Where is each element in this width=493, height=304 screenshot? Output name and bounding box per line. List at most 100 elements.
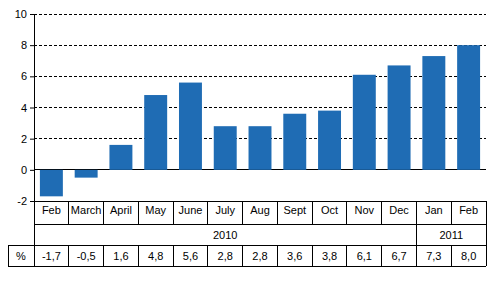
bar — [283, 114, 306, 170]
y-tick: 6 — [21, 70, 34, 82]
x-tick-label: Oct — [321, 204, 338, 216]
table-rule — [207, 201, 208, 224]
table-rule — [8, 245, 486, 246]
x-tick: Sept — [283, 204, 306, 216]
grid-line — [34, 201, 486, 202]
table-rule — [242, 245, 243, 266]
x-tick-label: March — [71, 204, 102, 216]
bar — [422, 56, 445, 170]
table-rule — [451, 245, 452, 266]
table-rule — [138, 245, 139, 266]
y-tick-label: 10 — [15, 8, 27, 20]
y-tick-label: 2 — [21, 133, 27, 145]
table-rule — [207, 245, 208, 266]
data-label: 2,8 — [252, 250, 267, 262]
y-tick-mark — [30, 170, 34, 171]
x-tick-label: Nov — [355, 204, 375, 216]
table-rule — [416, 224, 417, 245]
y-tick: -2 — [17, 195, 34, 207]
table-rule — [416, 245, 417, 266]
x-tick: Nov — [355, 204, 375, 216]
table-rule — [34, 201, 35, 224]
data-label: 2,8 — [218, 250, 233, 262]
y-tick: 0 — [21, 164, 34, 176]
table-rule — [173, 201, 174, 224]
grid-line — [34, 107, 486, 108]
x-tick-label: Jan — [425, 204, 443, 216]
x-tick: July — [215, 204, 235, 216]
group-labels: 20102011 — [213, 229, 463, 241]
grid — [34, 14, 486, 201]
bar — [388, 65, 411, 169]
y-tick: 8 — [21, 39, 34, 51]
x-tick-label: April — [110, 204, 132, 216]
table-rule — [103, 201, 104, 224]
x-tick-label: May — [145, 204, 166, 216]
y-tick-label: 4 — [21, 102, 27, 114]
x-tick: May — [145, 204, 166, 216]
table-rule — [486, 201, 487, 224]
table-rule — [68, 201, 69, 224]
y-tick: 10 — [15, 8, 34, 20]
y-tick: 2 — [21, 133, 34, 145]
bar — [109, 145, 132, 170]
table-rule — [346, 245, 347, 266]
x-tick: Feb — [42, 204, 61, 216]
table-rule — [381, 245, 382, 266]
x-tick: Dec — [389, 204, 409, 216]
data-label: 8,0 — [461, 250, 476, 262]
data-label: -0,5 — [77, 250, 96, 262]
table-rule — [312, 245, 313, 266]
bar — [40, 170, 63, 196]
x-tick-label: Dec — [389, 204, 409, 216]
y-tick-label: 8 — [21, 39, 27, 51]
y-tick: 4 — [21, 102, 34, 114]
table-rule — [68, 245, 69, 266]
y-tick-label: -2 — [17, 195, 27, 207]
x-tick: Aug — [250, 204, 270, 216]
x-tick-label: July — [215, 204, 235, 216]
data-label: 5,6 — [183, 250, 198, 262]
table-rule — [173, 245, 174, 266]
chart: -20246810FebMarchAprilMayJuneJulyAugSept… — [0, 0, 493, 304]
table-rule — [416, 201, 417, 224]
x-tick-label: Feb — [459, 204, 478, 216]
bar — [179, 83, 202, 170]
data-label: 3,6 — [287, 250, 302, 262]
grid-line — [34, 14, 486, 15]
x-axis-line — [35, 201, 487, 202]
x-tick: March — [71, 204, 102, 216]
data-label: 6,7 — [391, 250, 406, 262]
data-label: 7,3 — [426, 250, 441, 262]
bar — [457, 45, 480, 170]
table-rule — [8, 266, 486, 267]
table-rule — [312, 201, 313, 224]
bar — [214, 126, 237, 170]
table-rule — [416, 224, 417, 245]
data-label: 1,6 — [113, 250, 128, 262]
bar — [353, 75, 376, 170]
x-tick-label: Aug — [250, 204, 270, 216]
bar — [318, 111, 341, 170]
group-label: 2011 — [439, 229, 463, 241]
table-rule — [138, 201, 139, 224]
table-rule — [277, 201, 278, 224]
table-rule — [34, 224, 486, 225]
data-label: 3,8 — [322, 250, 337, 262]
data-label: 6,1 — [357, 250, 372, 262]
y-axis-line — [34, 15, 35, 202]
y-tick-label: 0 — [21, 164, 27, 176]
y-tick-mark — [30, 108, 34, 109]
y-tick-label: 6 — [21, 70, 27, 82]
y-tick-mark — [30, 14, 34, 15]
bars — [40, 45, 480, 196]
y-tick-mark — [30, 139, 34, 140]
table-rule — [486, 245, 487, 266]
x-tick: Oct — [321, 204, 338, 216]
table-rule — [103, 245, 104, 266]
bar — [75, 170, 98, 178]
y-axis: -2 0 2 4 6 8 10 — [15, 8, 35, 207]
table-rule — [277, 245, 278, 266]
x-tick: Jan — [425, 204, 443, 216]
table-rule — [451, 201, 452, 224]
